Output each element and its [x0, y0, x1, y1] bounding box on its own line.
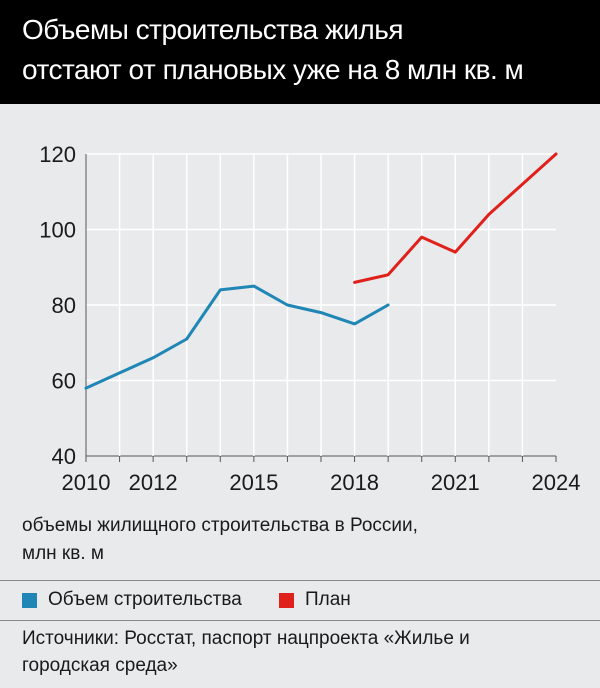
x-axis: 2010 2012 2015 2018 2021 2024	[62, 456, 581, 495]
x-tick-label: 2012	[129, 470, 178, 495]
x-tick-label: 2024	[532, 470, 581, 495]
legend-swatch-plan	[279, 593, 294, 608]
divider-top	[0, 580, 600, 581]
y-tick-label: 40	[52, 444, 76, 469]
series-layer	[84, 152, 558, 390]
legend: Объем строительства План	[0, 580, 600, 620]
y-tick-label: 120	[39, 142, 76, 167]
x-tick-label: 2021	[431, 470, 480, 495]
chart-title: Объемы строительства жилья отстают от пл…	[22, 14, 524, 85]
header: Объемы строительства жилья отстают от пл…	[0, 0, 600, 104]
divider-bottom	[0, 620, 600, 621]
series-line-construction	[84, 284, 390, 390]
y-tick-label: 60	[52, 369, 76, 394]
legend-label-construction: Объем строительства	[48, 589, 242, 610]
legend-label-plan: План	[305, 589, 351, 610]
source-note: Источники: Росстат, паспорт нацпроекта «…	[22, 628, 470, 676]
line-chart: 2010 2012 2015 2018 2021 2024 40 60 80 100 120	[39, 142, 581, 495]
x-tick-label: 2015	[229, 470, 278, 495]
axis-note: объемы жилищного строительства в России,…	[22, 515, 418, 564]
grid	[85, 153, 556, 457]
x-tick-label: 2010	[62, 470, 111, 495]
legend-swatch-construction	[22, 593, 37, 608]
y-axis: 40 60 80 100 120	[39, 142, 76, 469]
y-tick-label: 80	[52, 293, 76, 318]
x-tick-label: 2018	[330, 470, 379, 495]
y-tick-label: 100	[39, 218, 76, 243]
